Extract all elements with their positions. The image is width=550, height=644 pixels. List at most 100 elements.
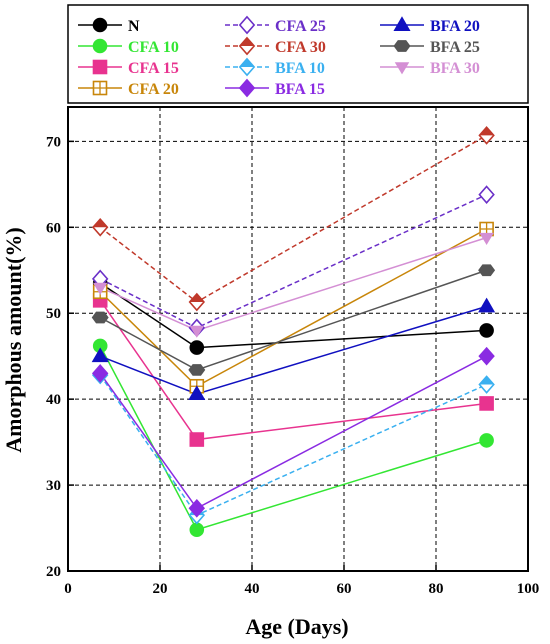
data-point: [91, 311, 109, 324]
data-point: [92, 38, 108, 54]
data-point: [189, 432, 205, 447]
legend-label: CFA 15: [128, 60, 179, 77]
data-point: [189, 522, 205, 538]
data-point: [479, 221, 494, 237]
legend-item: BFA 30: [380, 60, 480, 77]
legend-label: N: [128, 18, 140, 35]
data-point: [238, 78, 256, 98]
x-axis-ticks: 0 20 40 60 80 100: [64, 565, 539, 597]
data-point-marker: [188, 364, 206, 376]
legend-label: BFA 10: [275, 60, 325, 77]
legend-item: N: [78, 17, 140, 35]
plot-frame: [67, 106, 529, 572]
data-point: [188, 498, 206, 518]
legend-item: BFA 15: [225, 78, 325, 98]
data-point: [394, 62, 410, 75]
data-point: [189, 340, 205, 355]
data-point: [393, 40, 411, 52]
data-point-marker: [92, 59, 108, 75]
data-point-marker: [189, 432, 205, 447]
x-tick-label: 0: [64, 581, 72, 597]
marker-half: [479, 127, 494, 136]
data-point-marker: [478, 185, 495, 204]
data-point-marker: [189, 325, 205, 338]
data-point: [92, 17, 108, 33]
y-tick-label: 30: [46, 478, 61, 494]
data-point-marker: [479, 396, 494, 411]
marker-half: [479, 376, 494, 385]
data-point: [238, 57, 256, 77]
x-axis-label: Age (Days): [245, 614, 348, 639]
data-point-marker: [479, 323, 494, 338]
series-line: [99, 236, 487, 332]
data-point: [479, 433, 494, 448]
data-point-marker: [189, 340, 205, 355]
data-point: [478, 375, 495, 394]
data-point-marker: [393, 40, 411, 52]
y-tick-label: 70: [46, 134, 61, 150]
data-point: [479, 323, 494, 338]
data-point: [92, 80, 108, 96]
series-line: [99, 345, 487, 531]
data-point: [479, 232, 494, 246]
data-point: [92, 59, 108, 75]
y-axis-ticks: 20 30 40 50 60 70: [46, 134, 74, 580]
y-tick-label: 60: [46, 220, 61, 236]
series-markers: [91, 126, 496, 538]
data-point: [478, 126, 495, 145]
data-point-marker: [92, 17, 108, 33]
series-lines: [99, 134, 487, 531]
data-point: [188, 364, 206, 376]
marker-half: [189, 293, 204, 303]
data-point: [479, 396, 494, 411]
data-point: [478, 297, 496, 313]
data-point: [188, 292, 206, 312]
data-point-marker: [393, 16, 411, 32]
data-point-marker: [188, 498, 206, 518]
data-point-marker: [394, 62, 410, 75]
y-axis-label: Amorphous amount(%): [1, 227, 26, 453]
data-point: [478, 346, 495, 366]
legend: N CFA 10 CFA 15 CFA 20 CFA 25 CFA 30 BFA 10 BFA…: [67, 4, 529, 104]
marker-half: [239, 58, 255, 67]
x-tick-label: 100: [517, 581, 540, 597]
data-point-marker: [188, 385, 206, 400]
data-point: [91, 347, 109, 363]
data-point-marker: [238, 78, 256, 98]
legend-label: CFA 25: [275, 18, 326, 35]
legend-frame: [67, 4, 529, 104]
series-line: [99, 305, 487, 395]
data-point-marker: [479, 232, 494, 246]
data-point: [91, 364, 109, 383]
legend-label: BFA 20: [430, 18, 480, 35]
legend-item: CFA 10: [78, 38, 179, 56]
marker-cross: [93, 81, 107, 95]
legend-label: CFA 10: [128, 39, 179, 56]
gridlines: [68, 107, 528, 571]
data-point: [188, 385, 206, 400]
marker-half: [93, 219, 108, 228]
legend-label: BFA 25: [430, 39, 480, 56]
series-line: [99, 282, 487, 349]
legend-item: CFA 30: [225, 36, 326, 56]
x-tick-label: 80: [429, 581, 444, 597]
data-point-marker: [91, 311, 109, 324]
data-point-marker: [478, 346, 495, 366]
data-point-marker: [91, 364, 109, 383]
y-tick-label: 50: [46, 306, 61, 322]
data-point-marker: [478, 297, 496, 313]
legend-item: BFA 10: [225, 57, 325, 77]
x-tick-label: 60: [337, 581, 352, 597]
marker-half: [239, 37, 255, 46]
legend-label: BFA 15: [275, 81, 325, 98]
legend-item: CFA 15: [78, 59, 179, 77]
series-line: [99, 374, 487, 517]
series-line: [99, 269, 487, 371]
legend-item: BFA 20: [380, 16, 480, 35]
data-point: [478, 264, 496, 277]
data-point-marker: [92, 38, 108, 54]
data-point-marker: [91, 347, 109, 363]
series-line: [99, 134, 487, 303]
data-point: [91, 217, 109, 237]
